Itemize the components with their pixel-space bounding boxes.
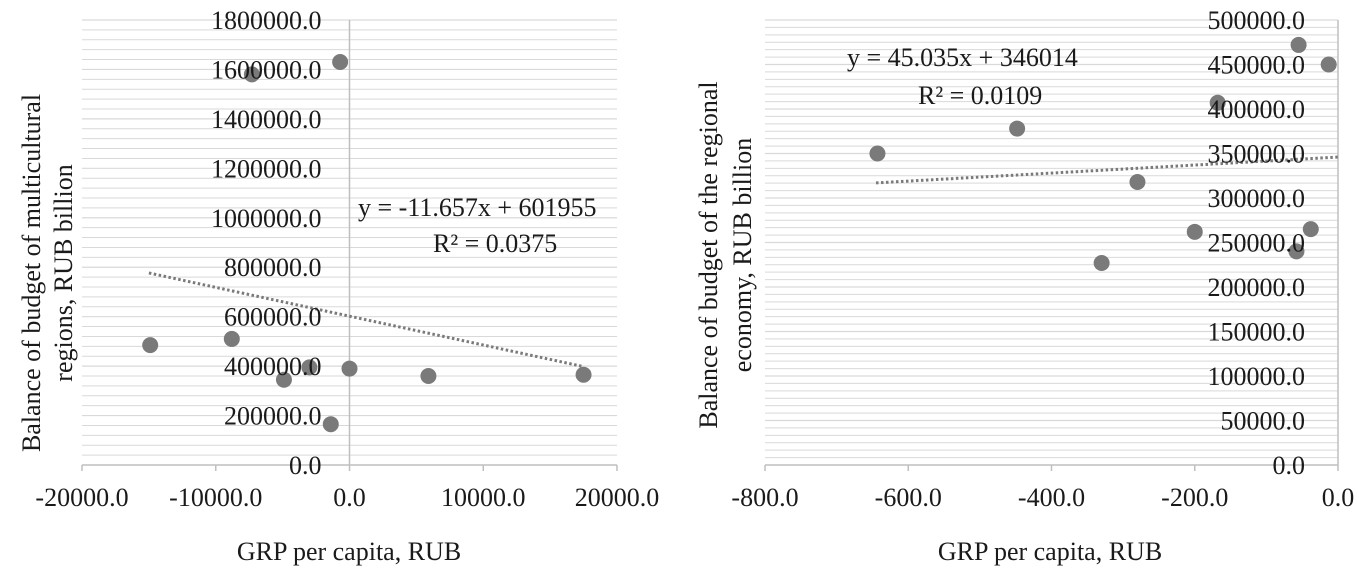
- chart-right-trendline: [875, 155, 1339, 185]
- chart-left-ylabel-line-1: Balance of budget of multicultural: [17, 94, 46, 452]
- chart-left-equation: y = -11.657x + 601955: [358, 193, 597, 222]
- chart-left-data-point: [223, 330, 240, 347]
- chart-left-x-tick-label: 20000.0: [575, 483, 660, 512]
- chart-right-y-tick-label: 150000.0: [1208, 318, 1306, 347]
- chart-left-y-tick-label: 0.0: [289, 451, 322, 480]
- chart-right-y-tick-label: 450000.0: [1208, 51, 1306, 80]
- chart-right-x-tick-label: -800.0: [731, 483, 798, 512]
- chart-left-y-tick-label: 1400000.0: [211, 105, 322, 134]
- chart-right-y-tick-label: 400000.0: [1208, 95, 1306, 124]
- chart-left-data-point: [275, 371, 292, 388]
- chart-right-y-tick-label: 100000.0: [1208, 362, 1306, 391]
- chart-right-y-tick-label: 200000.0: [1208, 273, 1306, 302]
- chart-right-tick-labels: -800.0 -600.0 -400.0 -200.0 0.0 0.0 50000.0 100…: [731, 6, 1354, 512]
- chart-left-x-tick-label: -10000.0: [169, 483, 262, 512]
- chart-right-trendline-group: [875, 155, 1339, 185]
- chart-right-data-point: [1129, 173, 1146, 190]
- chart-left-tick-labels: -20000.0 -10000.0 0.0 10000.0 20000.0 0.0 2000…: [35, 6, 659, 512]
- chart-left-trendline: [148, 271, 584, 369]
- chart-right-grid: [765, 19, 1338, 459]
- chart-left-axes: [81, 20, 618, 471]
- chart-right-y-tick-label: 350000.0: [1208, 140, 1306, 169]
- chart-left-data-point: [420, 368, 437, 384]
- chart-left-x-tick-label: 0.0: [333, 483, 366, 512]
- chart-left-data-point: [142, 337, 159, 354]
- chart-left-x-tick-label: -20000.0: [35, 483, 128, 512]
- chart-left-y-tick-label: 200000.0: [224, 402, 322, 431]
- chart-right-y-tick-label: 0.0: [1273, 451, 1306, 480]
- chart-right-y-tick-label: 50000.0: [1221, 407, 1306, 436]
- chart-left-y-tick-label: 400000.0: [224, 352, 322, 381]
- chart-right-ylabel-line-2: economy, RUB billion: [728, 138, 757, 372]
- chart-right-x-tick-label: 0.0: [1322, 483, 1355, 512]
- chart-right-data-point: [1009, 120, 1026, 137]
- chart-right-y-tick-label: 500000.0: [1208, 6, 1306, 35]
- chart-right-axes: [764, 20, 1339, 471]
- chart-right-equation: y = 45.035x + 346014: [847, 43, 1078, 72]
- chart-left-y-tick-label: 1800000.0: [211, 6, 322, 35]
- chart-left-data-point: [332, 54, 349, 71]
- chart-left-points: [142, 54, 592, 433]
- chart-left-xlabel: GRP per capita, RUB: [237, 537, 461, 566]
- chart-right-data-point: [1186, 223, 1203, 240]
- chart-right-r2: R² = 0.0109: [918, 81, 1042, 110]
- chart-left-y-tick-label: 1600000.0: [211, 55, 322, 84]
- chart-right-xlabel: GRP per capita, RUB: [938, 537, 1162, 566]
- chart-right-data-point: [1302, 221, 1319, 238]
- chart-right-data-point: [1209, 94, 1226, 111]
- chart-right: -800.0 -600.0 -400.0 -200.0 0.0 0.0 50000.0 100…: [694, 6, 1354, 566]
- chart-right-data-point: [1290, 36, 1307, 53]
- chart-right-x-tick-label: -600.0: [875, 483, 942, 512]
- chart-left-x-tick-label: 10000.0: [441, 483, 526, 512]
- chart-right-data-point: [869, 145, 886, 162]
- chart-left-data-point: [322, 416, 339, 433]
- chart-right-ylabel: Balance of budget of the regional econom…: [694, 81, 757, 428]
- chart-left-y-tick-label: 600000.0: [224, 303, 322, 332]
- chart-left-y-tick-label: 1200000.0: [211, 154, 322, 183]
- chart-left-data-point: [341, 360, 358, 377]
- chart-left-r2: R² = 0.0375: [433, 229, 557, 258]
- chart-left-y-tick-label: 1000000.0: [211, 204, 322, 233]
- chart-right-x-tick-label: -400.0: [1018, 483, 1085, 512]
- chart-left-data-point: [575, 366, 592, 383]
- chart-left-y-tick-label: 800000.0: [224, 253, 322, 282]
- chart-right-data-point: [1320, 56, 1337, 73]
- chart-right-x-tick-label: -200.0: [1161, 483, 1228, 512]
- chart-left-ylabel: Balance of budget of multicultural regio…: [17, 94, 78, 452]
- chart-left-trendline-group: [148, 271, 584, 369]
- chart-right-data-point: [1093, 254, 1110, 271]
- chart-left-data-point: [301, 359, 318, 376]
- chart-right-y-tick-label: 250000.0: [1208, 229, 1306, 258]
- chart-left: -20000.0 -10000.0 0.0 10000.0 20000.0 0.0 2000…: [17, 6, 659, 566]
- chart-left-ylabel-line-2: regions, RUB billion: [49, 164, 78, 381]
- chart-right-ylabel-line-1: Balance of budget of the regional: [694, 81, 723, 428]
- chart-right-points: [869, 36, 1337, 271]
- chart-right-data-point: [1288, 243, 1305, 260]
- chart-right-y-tick-label: 300000.0: [1208, 184, 1306, 213]
- chart-left-data-point: [243, 66, 260, 83]
